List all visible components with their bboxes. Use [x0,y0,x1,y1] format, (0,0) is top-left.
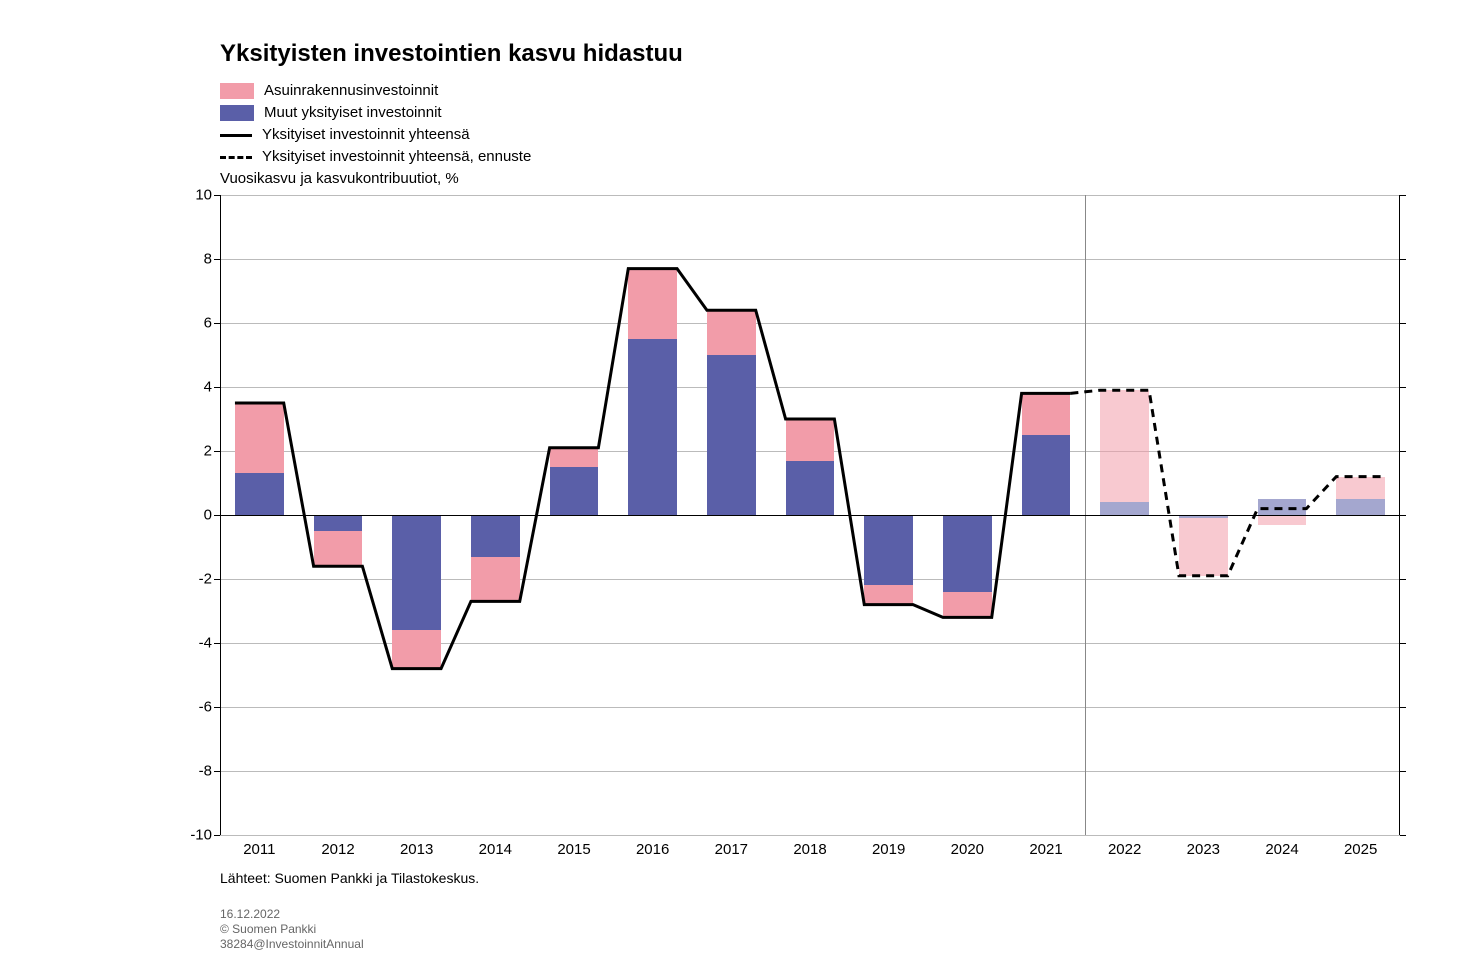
ytick-label: -8 [172,763,212,780]
ytick-mark [1400,579,1406,580]
xtick-label: 2020 [951,841,984,858]
total-line-forecast [1070,390,1385,576]
ytick-mark [1400,515,1406,516]
legend-label-total: Yksityiset investoinnit yhteensä [262,124,470,146]
xtick-label: 2017 [715,841,748,858]
gridline [220,835,1400,836]
ytick-label: 10 [172,187,212,204]
xtick-label: 2022 [1108,841,1141,858]
y-axis-label: Vuosikasvu ja kasvukontribuutiot, % [220,170,459,187]
legend-label-forecast: Yksityiset investoinnit yhteensä, ennust… [262,146,531,168]
ytick-label: 8 [172,251,212,268]
xtick-label: 2015 [557,841,590,858]
xtick-label: 2021 [1029,841,1062,858]
xtick-label: 2014 [479,841,512,858]
ytick-mark [1400,643,1406,644]
swatch-other [220,105,254,121]
footer-date: 16.12.2022 [220,907,364,922]
footer-id: 38284@InvestoinnitAnnual [220,937,364,952]
swatch-residential [220,83,254,99]
xtick-label: 2019 [872,841,905,858]
footer-copyright: © Suomen Pankki [220,922,364,937]
legend-item-residential: Asuinrakennusinvestoinnit [220,80,531,102]
legend-label-residential: Asuinrakennusinvestoinnit [264,80,438,102]
xtick-label: 2012 [321,841,354,858]
ytick-label: -2 [172,571,212,588]
y-axis-left [220,195,221,835]
ytick-mark [1400,835,1406,836]
xtick-label: 2018 [793,841,826,858]
ytick-mark [1400,771,1406,772]
ytick-label: 0 [172,507,212,524]
xtick-label: 2013 [400,841,433,858]
plot-area: -10-8-6-4-202468102011201220132014201520… [220,195,1400,835]
legend-item-forecast: Yksityiset investoinnit yhteensä, ennust… [220,146,531,168]
xtick-label: 2025 [1344,841,1377,858]
legend-item-other: Muut yksityiset investoinnit [220,102,531,124]
ytick-label: 4 [172,379,212,396]
y-axis-right [1399,195,1400,835]
legend: Asuinrakennusinvestoinnit Muut yksityise… [220,80,531,168]
xtick-label: 2016 [636,841,669,858]
swatch-line-solid [220,134,252,137]
source-line: Lähteet: Suomen Pankki ja Tilastokeskus. [220,870,479,886]
ytick-label: -10 [172,827,212,844]
ytick-mark [1400,323,1406,324]
chart-title: Yksityisten investointien kasvu hidastuu [220,40,683,68]
legend-label-other: Muut yksityiset investoinnit [264,102,442,124]
xtick-label: 2023 [1187,841,1220,858]
zero-line [220,515,1400,516]
ytick-label: -4 [172,635,212,652]
swatch-line-dashed [220,156,252,159]
ytick-mark [1400,259,1406,260]
footer: 16.12.2022 © Suomen Pankki 38284@Investo… [220,907,364,952]
ytick-mark [1400,451,1406,452]
xtick-label: 2024 [1265,841,1298,858]
ytick-label: -6 [172,699,212,716]
xtick-label: 2011 [243,841,275,858]
legend-item-total: Yksityiset investoinnit yhteensä [220,124,531,146]
ytick-mark [1400,387,1406,388]
ytick-label: 6 [172,315,212,332]
ytick-mark [1400,707,1406,708]
ytick-label: 2 [172,443,212,460]
total-line [235,269,1070,669]
ytick-mark [1400,195,1406,196]
ytick-mark [214,835,220,836]
